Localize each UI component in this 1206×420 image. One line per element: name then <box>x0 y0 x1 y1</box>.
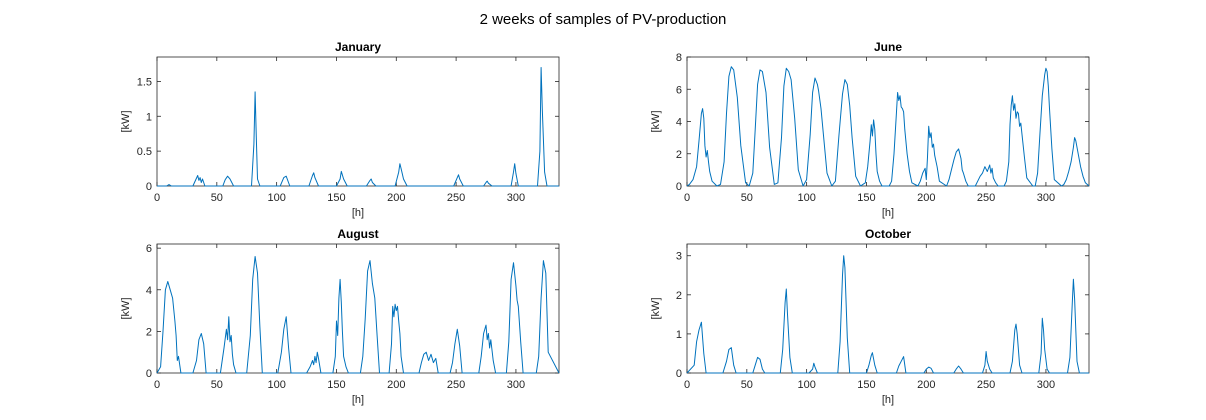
figure-title: 2 weeks of samples of PV-production <box>480 11 727 28</box>
x-axis-label: [h] <box>352 207 364 219</box>
x-tick-label: 100 <box>797 192 815 204</box>
x-tick-label: 250 <box>447 379 465 391</box>
y-tick-label: 4 <box>146 285 152 297</box>
x-tick-label: 300 <box>507 379 525 391</box>
subplot-october: October 0 50 100 150 200 250 300 0 1 2 3 [h] [kW] <box>650 227 1090 406</box>
y-tick-label: 6 <box>146 243 152 255</box>
y-tick-label: 0 <box>676 368 682 380</box>
axes-box <box>156 56 560 187</box>
x-tick-label: 0 <box>684 379 690 391</box>
x-tick-label: 300 <box>1037 379 1055 391</box>
x-tick-label: 50 <box>741 192 753 204</box>
x-tick-label: 100 <box>267 192 285 204</box>
y-tick-label: 2 <box>676 290 682 302</box>
x-tick-label: 200 <box>387 192 405 204</box>
x-tick-label: 50 <box>741 379 753 391</box>
subplot-title: June <box>874 40 902 54</box>
x-tick-label: 200 <box>917 379 935 391</box>
x-tick-label: 200 <box>387 379 405 391</box>
subplot-august: August 0 50 100 150 200 250 300 0 2 4 6 [h] [kW] <box>120 227 560 406</box>
y-tick-label: 2 <box>146 326 152 338</box>
x-tick-label: 200 <box>917 192 935 204</box>
series-line-august <box>156 256 560 374</box>
subplot-june: June 0 50 100 150 200 250 300 0 2 4 6 8 [h] [kW] <box>650 40 1090 219</box>
x-tick-label: 100 <box>267 379 285 391</box>
series-line-january <box>157 67 559 187</box>
y-tick-label: 1 <box>676 329 682 341</box>
x-tick-label: 0 <box>154 379 160 391</box>
y-axis-label: [kW] <box>650 111 662 133</box>
subplot-title: August <box>337 227 378 241</box>
y-axis-label: [kW] <box>650 298 662 320</box>
x-tick-label: 250 <box>977 379 995 391</box>
x-axis-label: [h] <box>882 207 894 219</box>
y-tick-label: 1.5 <box>137 76 152 88</box>
subplot-january: January 0 50 100 150 200 250 300 0 0.5 1 1.5 [h] [kW] <box>120 40 560 219</box>
y-tick-label: 6 <box>676 84 682 96</box>
y-tick-label: 0.5 <box>137 146 152 158</box>
y-axis-label: [kW] <box>120 298 132 320</box>
x-tick-label: 0 <box>154 192 160 204</box>
x-tick-label: 100 <box>797 379 815 391</box>
y-tick-label: 0 <box>676 181 682 193</box>
series-line-june <box>686 66 1090 187</box>
x-tick-label: 150 <box>327 379 345 391</box>
y-tick-label: 0 <box>146 368 152 380</box>
axes-box <box>686 56 1090 187</box>
x-tick-label: 250 <box>447 192 465 204</box>
y-tick-label: 2 <box>676 149 682 161</box>
y-axis-label: [kW] <box>120 111 132 133</box>
series-line-october <box>686 255 1089 374</box>
x-tick-label: 150 <box>857 379 875 391</box>
x-tick-label: 50 <box>211 192 223 204</box>
subplot-title: October <box>865 227 911 241</box>
y-tick-label: 1 <box>146 111 152 123</box>
x-tick-label: 150 <box>857 192 875 204</box>
y-tick-label: 8 <box>676 52 682 64</box>
x-axis-label: [h] <box>352 394 364 406</box>
x-tick-label: 250 <box>977 192 995 204</box>
y-tick-label: 4 <box>676 117 682 129</box>
axes-box <box>156 243 560 374</box>
x-tick-label: 300 <box>507 192 525 204</box>
subplot-title: January <box>335 40 381 54</box>
axes-box <box>686 243 1090 374</box>
x-tick-label: 50 <box>211 379 223 391</box>
x-axis-label: [h] <box>882 394 894 406</box>
y-tick-label: 3 <box>676 251 682 263</box>
x-tick-label: 300 <box>1037 192 1055 204</box>
x-tick-label: 150 <box>327 192 345 204</box>
x-tick-label: 0 <box>684 192 690 204</box>
y-tick-label: 0 <box>146 181 152 193</box>
